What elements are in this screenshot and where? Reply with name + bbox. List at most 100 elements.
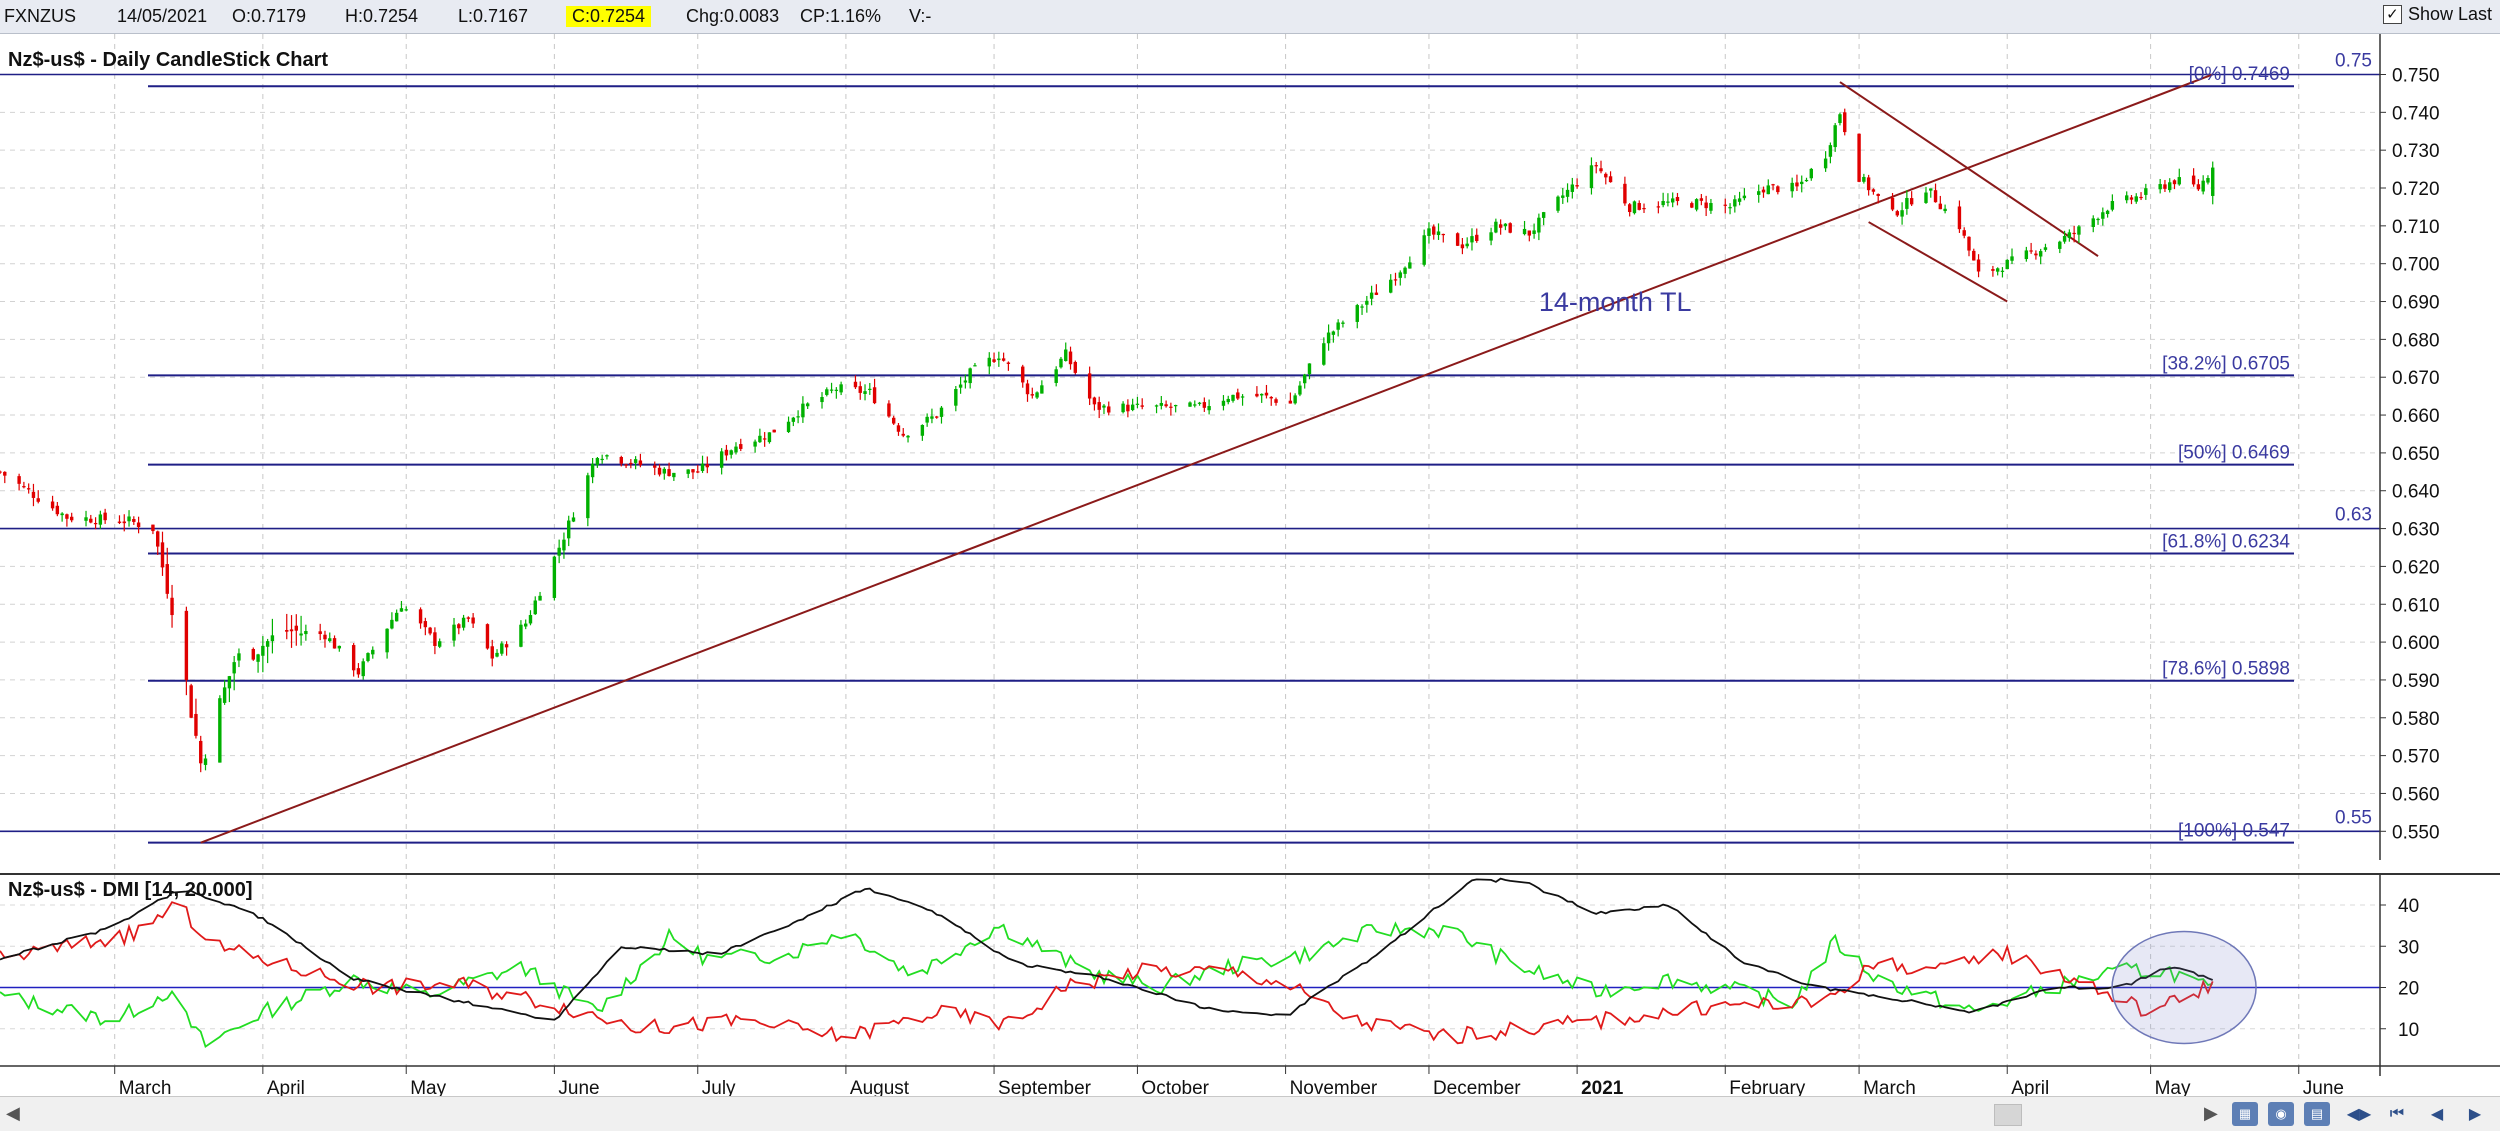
candle-down xyxy=(1876,193,1880,196)
candle-up xyxy=(1331,331,1336,335)
first-icon[interactable]: ⏮ xyxy=(2389,1105,2405,1122)
candle-up xyxy=(1422,235,1426,265)
fit-icon[interactable]: ◀▶ xyxy=(2346,1106,2372,1123)
candle-up xyxy=(1365,300,1369,305)
dmi-series-minus-di xyxy=(0,901,2214,1045)
candle-up xyxy=(1040,385,1044,394)
previous-icon[interactable]: ◀ xyxy=(2430,1106,2444,1123)
dmi-chart-title: Nz$-us$ - DMI [14, 20.000] xyxy=(8,879,253,901)
candle-up xyxy=(1173,405,1178,407)
dmi-series-adx xyxy=(0,877,2214,1021)
candle-up xyxy=(958,384,963,388)
candle-up xyxy=(586,475,590,519)
candle-up xyxy=(1632,201,1637,214)
candle-down xyxy=(1843,112,1847,133)
candle-up xyxy=(1102,405,1106,408)
candle-down xyxy=(1627,204,1632,213)
candle-down xyxy=(294,625,299,631)
candle-down xyxy=(2072,232,2076,235)
month-label: June xyxy=(2303,1078,2344,1096)
dmi-tick-label: 40 xyxy=(2398,896,2419,917)
candle-up xyxy=(256,654,260,662)
month-label: May xyxy=(410,1078,446,1096)
candle-up xyxy=(1532,230,1536,234)
candle-down xyxy=(36,498,40,502)
candle-down xyxy=(1656,206,1661,208)
candle-down xyxy=(356,668,361,675)
candle-up xyxy=(1154,405,1159,407)
candle-down xyxy=(696,471,700,473)
show-last-checkbox[interactable]: ✓ xyxy=(2382,5,2402,24)
candle-down xyxy=(156,531,160,547)
candle-down xyxy=(1030,394,1034,396)
candle-up xyxy=(571,517,576,522)
candle-up xyxy=(595,458,600,466)
candle-up xyxy=(500,643,504,654)
show-last-toggle[interactable]: ✓ Show Last xyxy=(2382,4,2492,25)
candle-up xyxy=(203,758,208,765)
candle-up xyxy=(600,458,604,461)
scrollbar-thumb[interactable] xyxy=(1994,1104,2022,1126)
candle-up xyxy=(1905,197,1909,209)
volume-value: V:- xyxy=(909,6,932,26)
candle-up xyxy=(1694,199,1699,210)
candle-down xyxy=(739,444,743,449)
candle-up xyxy=(1389,279,1393,293)
candle-down xyxy=(1637,203,1641,210)
candle-down xyxy=(1594,165,1598,167)
navigation-bar: ◀ ▶ ▦ ◉ ▤ ◀▶ ⏮ ◀ ▶ xyxy=(0,1096,2500,1131)
candle-down xyxy=(891,417,896,424)
print-icon[interactable]: ▤ xyxy=(2304,1102,2330,1126)
candle-down xyxy=(1761,189,1766,193)
change-percent-value: CP:1.16% xyxy=(800,6,882,26)
candle-up xyxy=(261,645,265,656)
candle-up xyxy=(734,446,738,453)
candle-up xyxy=(1035,392,1039,398)
zoom-icon[interactable]: ◉ xyxy=(2268,1102,2294,1126)
dmi-tick-label: 30 xyxy=(2398,937,2419,958)
candle-up xyxy=(786,421,791,433)
candle-up xyxy=(1943,208,1947,212)
candle-down xyxy=(1288,400,1293,404)
candle-down xyxy=(122,521,126,524)
candle-down xyxy=(1432,226,1436,235)
candle-up xyxy=(672,472,676,478)
candle-down xyxy=(289,629,294,632)
candle-up xyxy=(973,365,977,367)
dmi-series-plus-di xyxy=(0,921,2213,1049)
candle-up xyxy=(227,676,232,689)
candle-up xyxy=(686,469,690,474)
candle-up xyxy=(1054,369,1058,383)
candle-up xyxy=(796,416,800,418)
candle-down xyxy=(318,631,322,635)
candle-up xyxy=(1193,404,1197,406)
candle-up xyxy=(829,389,834,391)
candle-up xyxy=(1733,199,1737,207)
candle-up xyxy=(2091,218,2095,227)
candle-down xyxy=(1025,383,1030,395)
candle-up xyxy=(1709,203,1713,211)
candle-up xyxy=(605,455,609,457)
candle-up xyxy=(1298,385,1302,395)
scroll-right-icon[interactable]: ▶ xyxy=(2204,1103,2218,1123)
candle-down xyxy=(1097,402,1101,410)
candle-down xyxy=(1723,204,1727,206)
next-icon[interactable]: ▶ xyxy=(2468,1106,2482,1123)
candle-up xyxy=(1670,198,1675,203)
fib-level-label: [100%] 0.547 xyxy=(2178,821,2290,842)
candle-up xyxy=(2105,210,2110,215)
candle-down xyxy=(1575,185,1579,187)
price-tick-label: 0.550 xyxy=(2392,822,2440,843)
chart-area[interactable]: March April May June July August September Octo… xyxy=(0,34,2500,1096)
candle-up xyxy=(2067,232,2072,238)
candle-down xyxy=(691,469,695,473)
month-label: September xyxy=(998,1078,1092,1096)
candle-down xyxy=(1001,358,1006,361)
candle-up xyxy=(1737,198,1742,202)
candle-up xyxy=(2110,200,2115,210)
chart-tool-icon[interactable]: ▦ xyxy=(2232,1102,2258,1126)
candle-down xyxy=(160,542,165,568)
scroll-left-icon[interactable]: ◀ xyxy=(6,1103,20,1123)
candle-up xyxy=(2000,270,2005,272)
candle-up xyxy=(1494,221,1498,233)
